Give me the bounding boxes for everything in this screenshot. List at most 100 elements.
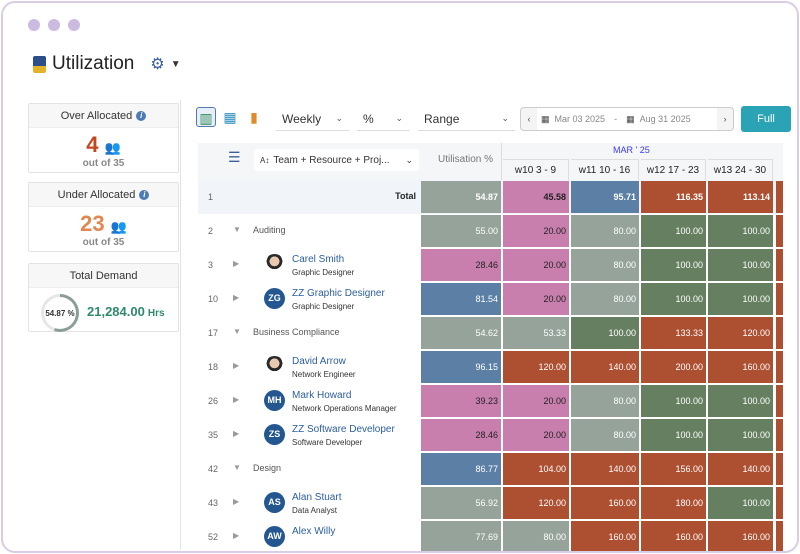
week-cell[interactable] [776, 181, 783, 213]
week-cell[interactable]: 160.00 [708, 521, 773, 551]
utilization-cell[interactable]: 86.77 [421, 453, 501, 485]
info-icon[interactable]: i [139, 189, 150, 200]
utilization-cell[interactable]: 81.54 [421, 283, 501, 315]
week-cell[interactable]: 100.00 [708, 215, 773, 247]
week-cell[interactable]: 100.00 [571, 317, 639, 349]
week-cell[interactable]: 120.00 [708, 317, 773, 349]
week-cell[interactable]: 80.00 [571, 249, 639, 281]
period-select[interactable]: Weekly ⌄ [276, 107, 349, 131]
chart-view-icon[interactable]: ▮ [250, 109, 258, 125]
expand-caret-icon[interactable]: ▶ [233, 531, 240, 540]
week-cell[interactable]: 160.00 [708, 351, 773, 383]
week-cell[interactable]: 100.00 [708, 283, 773, 315]
week-cell[interactable]: 80.00 [571, 283, 639, 315]
week-cell[interactable] [776, 453, 783, 485]
week-cell[interactable]: 80.00 [571, 419, 639, 451]
week-cell[interactable]: 45.58 [503, 181, 569, 213]
resource-row[interactable]: 10 ▶ ZG ZZ Graphic Designer Graphic Designer… [198, 282, 783, 316]
week-cell[interactable]: 100.00 [641, 283, 706, 315]
expand-caret-icon[interactable]: ▶ [233, 361, 240, 370]
week-cell[interactable]: 100.00 [641, 419, 706, 451]
expand-caret-icon[interactable]: ▶ [233, 293, 240, 302]
week-cell[interactable]: 180.00 [641, 487, 706, 519]
resource-name[interactable]: Alan Stuart [292, 492, 342, 503]
week-cell[interactable]: 95.71 [571, 181, 639, 213]
group-row[interactable]: 17 ▼ Business Compliance 54.62 53.33 100.00 13… [198, 316, 783, 350]
utilization-cell[interactable]: 77.69 [421, 521, 501, 551]
collapse-rows-icon[interactable]: ☰ [228, 149, 241, 165]
utilization-cell[interactable]: 54.62 [421, 317, 501, 349]
expand-caret-icon[interactable]: ▶ [233, 429, 240, 438]
end-date[interactable]: Aug 31 2025 [639, 114, 691, 124]
resource-row[interactable]: 26 ▶ MH Mark Howard Network Operations Manag… [198, 384, 783, 418]
week-cell[interactable]: 156.00 [641, 453, 706, 485]
util-header[interactable]: Utilisation % [438, 154, 494, 165]
week-cell[interactable]: 20.00 [503, 249, 569, 281]
week-cell[interactable]: 20.00 [503, 419, 569, 451]
resource-row[interactable]: 18 ▶ David Arrow Network Engineer 96.15 120.0… [198, 350, 783, 384]
resource-row[interactable]: 35 ▶ ZS ZZ Software Developer Software Devel… [198, 418, 783, 452]
utilization-cell[interactable]: 39.23 [421, 385, 501, 417]
week-cell[interactable]: 100.00 [641, 215, 706, 247]
week-cell[interactable]: 53.33 [503, 317, 569, 349]
week-cell[interactable]: 80.00 [571, 215, 639, 247]
utilization-cell[interactable]: 56.92 [421, 487, 501, 519]
prev-button[interactable]: ‹ [527, 114, 531, 124]
resource-name[interactable]: Alex Willy [292, 526, 336, 537]
week-cell[interactable]: 140.00 [571, 453, 639, 485]
resource-row[interactable]: 52 ▶ AW Alex Willy 77.69 80.00 160.00 160.00 160… [198, 520, 783, 551]
week-cell[interactable] [776, 521, 783, 551]
week-cell[interactable]: 104.00 [503, 453, 569, 485]
week-cell[interactable]: 140.00 [571, 351, 639, 383]
week-cell[interactable]: 160.00 [571, 487, 639, 519]
under-allocated-card[interactable]: Under Allocated i 23 👥 out of 35 [28, 182, 179, 252]
utilization-cell[interactable]: 28.46 [421, 249, 501, 281]
week-cell[interactable] [776, 317, 783, 349]
week-cell[interactable]: 140.00 [708, 453, 773, 485]
expand-caret-icon[interactable]: ▶ [233, 259, 240, 268]
collapse-caret-icon[interactable]: ▼ [233, 463, 241, 472]
week-cell[interactable]: 116.35 [641, 181, 706, 213]
week-cell[interactable] [776, 419, 783, 451]
calendar-icon[interactable]: ▦ [626, 113, 635, 124]
expand-caret-icon[interactable]: ▶ [233, 497, 240, 506]
week-cell[interactable]: 133.33 [641, 317, 706, 349]
week-cell[interactable]: 120.00 [503, 351, 569, 383]
resource-row[interactable]: 43 ▶ AS Alan Stuart Data Analyst 56.92 120.00 1… [198, 486, 783, 520]
week-cell[interactable]: 113.14 [708, 181, 773, 213]
utilization-cell[interactable]: 55.00 [421, 215, 501, 247]
week-cell[interactable] [776, 215, 783, 247]
resource-name[interactable]: David Arrow [292, 356, 346, 367]
gear-icon[interactable]: ⚙ [150, 56, 165, 73]
week-cell[interactable]: 80.00 [503, 521, 569, 551]
next-button[interactable]: › [723, 114, 727, 124]
group-row[interactable]: 2 ▼ Auditing 55.00 20.00 80.00 100.00 100.00 [198, 214, 783, 248]
week-cell[interactable]: 120.00 [503, 487, 569, 519]
week-cell[interactable] [776, 351, 783, 383]
info-icon[interactable]: i [136, 110, 147, 121]
week-cell[interactable]: 100.00 [708, 487, 773, 519]
resource-name[interactable]: Carel Smith [292, 254, 345, 265]
week-cell[interactable]: 20.00 [503, 385, 569, 417]
week-cell[interactable]: 100.00 [641, 249, 706, 281]
utilization-cell[interactable]: 28.46 [421, 419, 501, 451]
collapse-caret-icon[interactable]: ▼ [233, 225, 241, 234]
week-cell[interactable] [776, 249, 783, 281]
utilization-cell[interactable]: 96.15 [421, 351, 501, 383]
utilization-cell[interactable]: 54.87 [421, 181, 501, 213]
resource-row[interactable]: 3 ▶ Carel Smith Graphic Designer 28.46 20.00 8… [198, 248, 783, 282]
over-allocated-card[interactable]: Over Allocated i 4 👥 out of 35 [28, 103, 179, 173]
start-date[interactable]: Mar 03 2025 [554, 114, 606, 124]
week-cell[interactable] [776, 385, 783, 417]
resource-name[interactable]: ZZ Graphic Designer [292, 288, 385, 299]
resource-name[interactable]: Mark Howard [292, 390, 352, 401]
week-cell[interactable]: 200.00 [641, 351, 706, 383]
week-cell[interactable]: 80.00 [571, 385, 639, 417]
week-cell[interactable] [776, 487, 783, 519]
resource-name[interactable]: ZZ Software Developer [292, 424, 395, 435]
grid-bar-view-icon[interactable]: ▥ [196, 107, 216, 127]
collapse-caret-icon[interactable]: ▼ [233, 327, 241, 336]
week-cell[interactable]: 20.00 [503, 215, 569, 247]
week-cell[interactable]: 20.00 [503, 283, 569, 315]
range-select[interactable]: Range ⌄ [418, 107, 515, 131]
